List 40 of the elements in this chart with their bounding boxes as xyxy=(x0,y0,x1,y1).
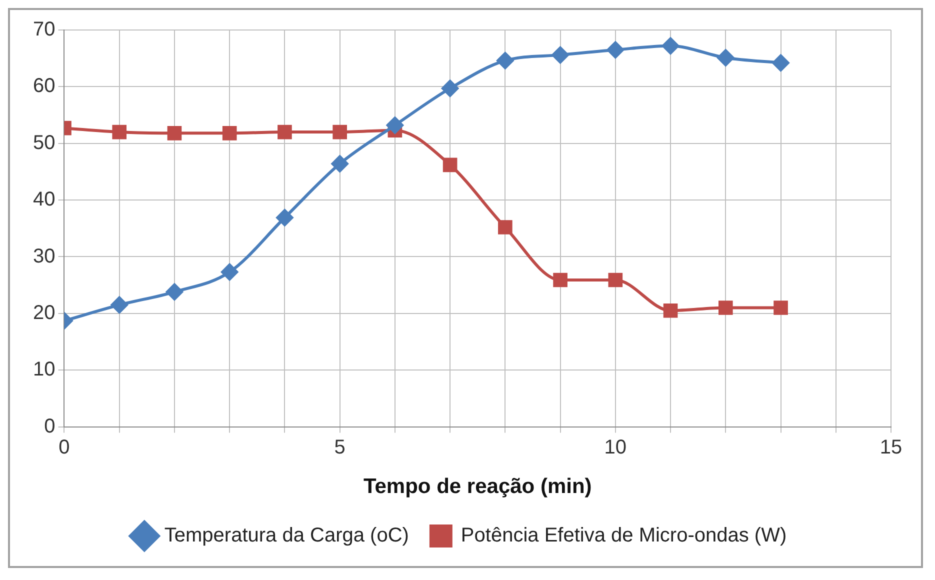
y-tick-label: 30 xyxy=(32,245,56,268)
y-tick-label: 20 xyxy=(32,302,56,324)
point xyxy=(498,220,512,234)
point xyxy=(167,126,182,140)
point xyxy=(774,300,788,315)
point xyxy=(112,124,127,140)
point xyxy=(608,272,623,288)
point xyxy=(278,124,292,140)
point xyxy=(663,303,678,318)
point xyxy=(276,209,294,226)
point xyxy=(552,46,569,64)
y-tick-label: 50 xyxy=(32,132,56,154)
y-tick-label: 70 xyxy=(32,18,56,41)
point xyxy=(718,300,733,315)
x-tick-label: 15 xyxy=(880,436,902,458)
point xyxy=(332,124,347,140)
point xyxy=(606,41,624,58)
x-axis-title: Tempo de reação (min) xyxy=(363,475,592,498)
point xyxy=(222,126,237,140)
point xyxy=(662,37,680,54)
point xyxy=(553,272,568,288)
point xyxy=(386,116,404,134)
point xyxy=(221,264,238,281)
legend-label: Potência Efetiva de Micro-ondas (W) xyxy=(460,524,787,547)
point xyxy=(442,80,459,97)
y-tick-label: 60 xyxy=(32,75,56,98)
point xyxy=(110,296,128,314)
point xyxy=(772,54,790,72)
x-tick-label: 10 xyxy=(604,436,627,458)
x-tick-label: 5 xyxy=(334,436,346,458)
point xyxy=(442,158,458,172)
x-tick-label: 0 xyxy=(58,436,70,458)
point xyxy=(496,52,514,70)
point xyxy=(717,49,734,66)
legend-label: Temperatura da Carga (oC) xyxy=(164,524,409,547)
y-tick-label: 40 xyxy=(32,188,56,211)
point xyxy=(166,283,183,300)
y-tick-label: 10 xyxy=(32,358,56,381)
y-tick-label: 0 xyxy=(44,415,56,438)
point xyxy=(331,155,348,172)
